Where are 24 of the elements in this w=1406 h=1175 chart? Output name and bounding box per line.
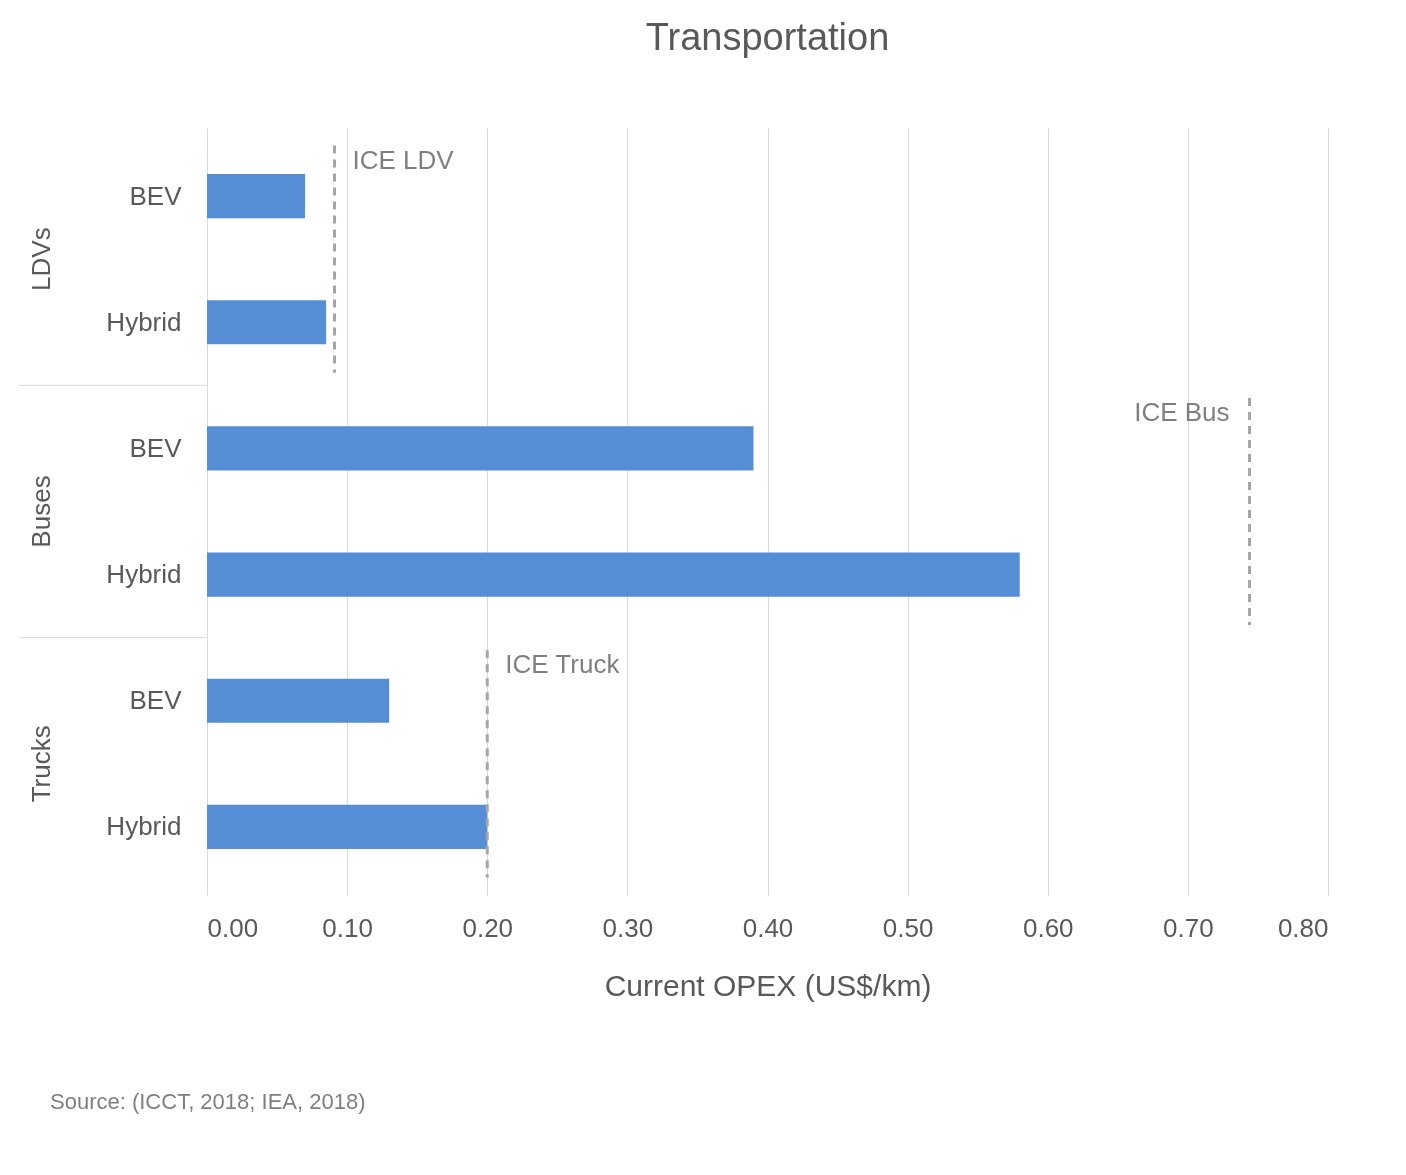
text: Trucks bbox=[26, 725, 56, 803]
y-tick-label: Hybrid bbox=[106, 306, 182, 337]
ref-line-label: ICE LDV bbox=[352, 144, 455, 175]
y-tick-label: Hybrid bbox=[106, 811, 182, 842]
y-tick-label: BEV bbox=[129, 685, 183, 716]
x-tick-label: 0.80 bbox=[1277, 912, 1329, 943]
chart-title: Transportation bbox=[645, 16, 890, 58]
y-tick-label: BEV bbox=[129, 432, 183, 463]
x-tick-label: 0.60 bbox=[1022, 912, 1074, 943]
x-tick-label: 0.70 bbox=[1163, 912, 1214, 943]
text: Buses bbox=[26, 475, 56, 548]
x-axis-title: Current OPEX (US$/km) bbox=[604, 968, 932, 1002]
x-tick-label: 0.20 bbox=[462, 912, 514, 943]
x-tick-label: 0.10 bbox=[322, 912, 373, 943]
ref-line-label: ICE Truck bbox=[505, 649, 621, 680]
text: LDVs bbox=[26, 227, 56, 291]
ref-line-label: ICE Bus bbox=[1134, 397, 1230, 428]
x-tick-label: 0.00 bbox=[207, 912, 259, 943]
y-tick-label: BEV bbox=[129, 180, 183, 211]
x-tick-label: 0.50 bbox=[882, 912, 934, 943]
y-tick-label: Hybrid bbox=[106, 559, 182, 590]
x-tick-label: 0.40 bbox=[742, 912, 794, 943]
x-tick-label: 0.30 bbox=[602, 912, 654, 943]
source-note: Source: (ICCT, 2018; IEA, 2018) bbox=[50, 1089, 366, 1114]
